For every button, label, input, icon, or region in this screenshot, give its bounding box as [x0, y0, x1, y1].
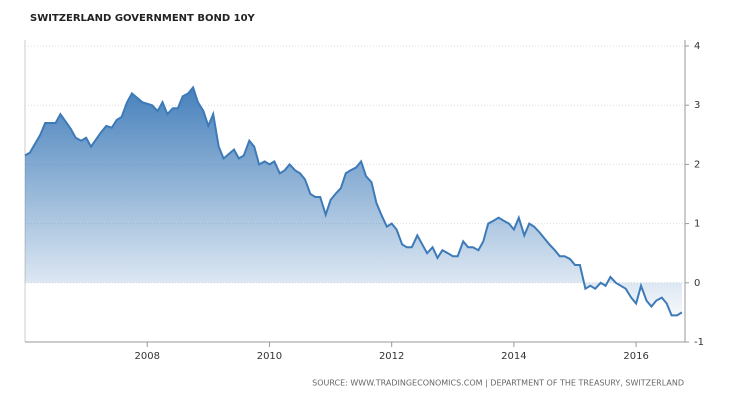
y-tick-label: 4 [694, 41, 700, 52]
y-tick-label: -1 [694, 337, 704, 348]
x-tick-label: 2008 [134, 351, 159, 362]
x-tick-label: 2012 [379, 351, 404, 362]
line [24, 85, 683, 317]
y-tick-label: 0 [694, 278, 700, 289]
source: SOURCE: WWW.TRADINGECONOMICS.COM | DEPAR… [312, 379, 684, 388]
x-tick-label: 2010 [257, 351, 282, 362]
y-tick-label: 3 [694, 100, 700, 111]
y-tick-label: 2 [694, 159, 700, 170]
y-tick-label: 1 [694, 219, 700, 230]
x-tick-label: 2016 [623, 351, 648, 362]
chart-title: SWITZERLAND GOVERNMENT BOND 10Y [30, 13, 256, 24]
area [25, 87, 682, 316]
x-tick-label: 2014 [501, 351, 526, 362]
